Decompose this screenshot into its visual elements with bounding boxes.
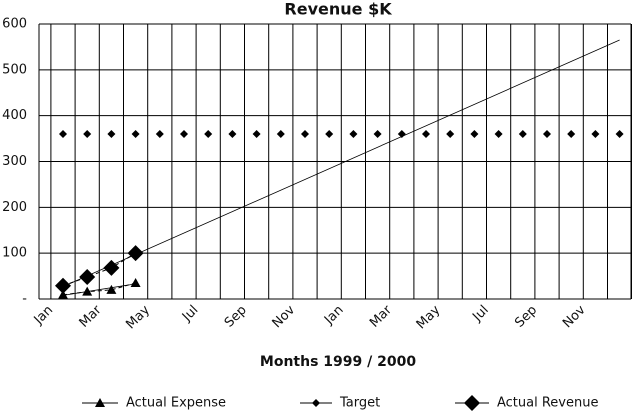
marker-diamond [180, 130, 188, 138]
y-tick-label: 400 [2, 108, 27, 123]
x-tick-label: Nov [560, 302, 589, 331]
legend-label: Actual Expense [126, 396, 226, 411]
marker-diamond [325, 130, 334, 138]
marker-diamond [464, 395, 480, 411]
y-tick-label: 200 [2, 200, 27, 215]
chart-title: Revenue $K [284, 0, 392, 19]
marker-diamond [312, 399, 320, 407]
marker-diamond [103, 259, 120, 276]
x-tick-label: Mar [367, 302, 395, 330]
marker-triangle [95, 398, 105, 407]
marker-diamond [55, 277, 71, 294]
marker-diamond [422, 130, 430, 138]
marker-diamond [131, 130, 140, 138]
legend-label: Actual Revenue [497, 396, 598, 411]
marker-diamond [83, 130, 92, 138]
marker-diamond [518, 130, 527, 138]
marker-triangle [58, 289, 68, 299]
marker-diamond [397, 130, 406, 138]
y-tick-label: 500 [2, 62, 27, 77]
marker-triangle [130, 277, 141, 287]
marker-diamond [567, 130, 576, 138]
trendline [62, 283, 136, 296]
marker-diamond [615, 130, 624, 138]
marker-diamond [349, 130, 358, 138]
marker-diamond [591, 130, 600, 138]
marker-diamond [228, 130, 237, 138]
marker-diamond [373, 130, 382, 138]
marker-diamond [79, 269, 96, 285]
marker-diamond [252, 130, 261, 138]
marker-diamond [470, 130, 479, 138]
marker-diamond [543, 130, 551, 138]
x-tick-label: Jan [321, 303, 346, 328]
marker-diamond [155, 130, 164, 138]
y-tick-label: 300 [2, 154, 27, 169]
marker-diamond [59, 130, 67, 138]
trendline [62, 39, 620, 287]
x-tick-label: Jul [179, 303, 201, 325]
x-tick-label: Jan [31, 303, 56, 328]
legend-label: Target [339, 396, 380, 411]
y-tick-label: 100 [2, 246, 27, 261]
series-line [62, 252, 136, 287]
x-tick-label: Jul [469, 303, 491, 325]
x-tick-label: Nov [270, 302, 299, 331]
x-tick-label: May [123, 302, 153, 332]
marker-diamond [204, 130, 213, 138]
series-line [62, 282, 136, 296]
marker-diamond [276, 130, 285, 138]
y-tick-label: - [22, 292, 27, 307]
marker-diamond [127, 245, 144, 262]
marker-diamond [494, 130, 503, 138]
y-tick-label: 600 [2, 17, 27, 32]
x-tick-label: Sep [512, 303, 540, 331]
marker-triangle [82, 286, 93, 296]
x-tick-label: Mar [77, 302, 105, 330]
x-tick-label: Sep [222, 303, 250, 331]
marker-diamond [446, 130, 455, 138]
x-tick-label: May [414, 302, 444, 332]
marker-diamond [107, 130, 116, 138]
x-axis-title: Months 1999 / 2000 [260, 354, 416, 370]
marker-triangle [106, 284, 117, 294]
marker-diamond [301, 130, 309, 138]
